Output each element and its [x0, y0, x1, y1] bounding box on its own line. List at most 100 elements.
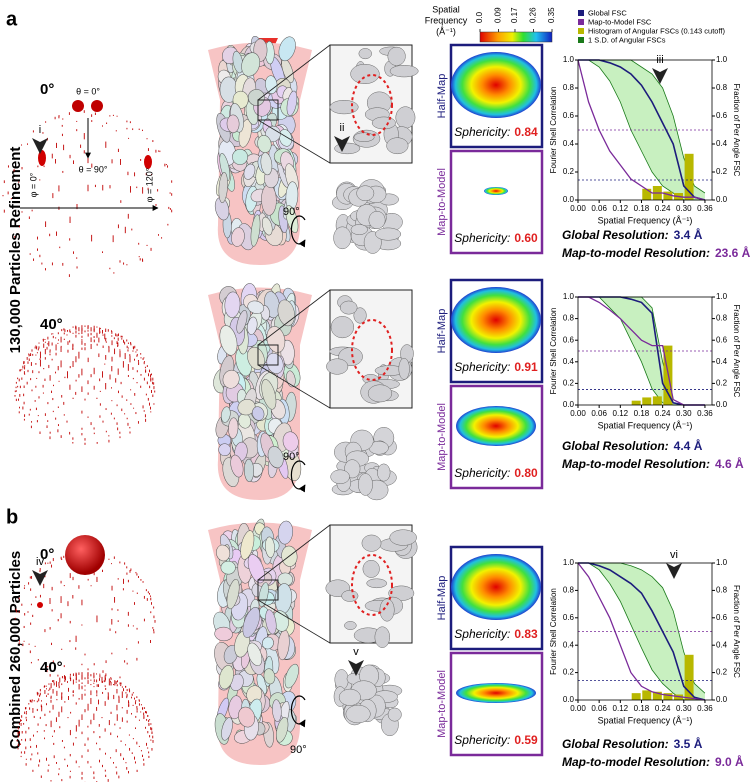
legend-swatch — [578, 10, 584, 16]
y2-tick-label: 0.8 — [716, 83, 728, 92]
density-lobe — [221, 717, 233, 741]
orientation-label: θ = 90° — [79, 164, 108, 174]
y2-axis-label: Fraction of Per Angle FSC — [732, 305, 741, 398]
fsc-heatmap — [451, 287, 541, 353]
orientation-cluster — [144, 155, 152, 169]
density-lobe — [214, 626, 233, 642]
colorbar-title: Frequency — [425, 15, 468, 25]
zoom-line — [257, 119, 331, 164]
y-tick-label: 0.0 — [563, 695, 575, 704]
sphericity-label: Sphericity: — [454, 125, 510, 139]
zoom-box — [257, 579, 279, 601]
x-tick-label: 0.36 — [697, 204, 713, 213]
histogram-bar — [684, 153, 694, 200]
inset-lobe — [341, 590, 359, 602]
resolution-value: 9.0 Å — [715, 754, 744, 769]
density-lobe — [286, 90, 298, 116]
side-view-lobe — [356, 185, 375, 201]
sphericity-label: Sphericity: — [454, 231, 510, 245]
density-lobe — [240, 530, 255, 560]
angular-distribution — [2, 110, 173, 277]
callout: i — [39, 124, 41, 136]
x-tick-label: 0.30 — [676, 204, 692, 213]
y2-tick-label: 0.0 — [716, 400, 728, 409]
resolution-value: 4.4 Å — [674, 438, 703, 453]
y-tick-label: 0.8 — [563, 314, 575, 323]
histogram-bar — [652, 396, 662, 405]
resolution-label: Map-to-model Resolution: — [562, 457, 710, 471]
density-lobe — [244, 458, 254, 482]
sphericity: Sphericity: 0.59 — [454, 733, 538, 747]
inset-lobe — [339, 300, 358, 315]
x-tick-label: 0.06 — [591, 204, 607, 213]
sphericity-value: 0.80 — [514, 466, 538, 480]
colorbar-title: Spatial — [432, 4, 460, 14]
sphericity-value: 0.59 — [514, 733, 538, 747]
density-lobe — [220, 560, 236, 575]
zoom-box — [257, 344, 279, 366]
x-tick-label: 0.30 — [676, 704, 692, 713]
legend-label: 1 S.D. of Angular FSCs — [588, 35, 666, 44]
histogram-bar — [663, 191, 673, 200]
orientation-cluster — [65, 535, 105, 575]
orientation-cluster — [72, 100, 84, 112]
density-lobe — [272, 699, 282, 722]
legend-swatch — [578, 37, 584, 43]
region-marker — [351, 74, 393, 136]
density-lobe — [284, 663, 299, 689]
y-tick-label: 0.4 — [563, 139, 575, 148]
inset-lobe — [398, 357, 410, 380]
x-tick-label: 0.12 — [613, 704, 629, 713]
y-tick-label: 0.6 — [563, 111, 575, 120]
density-lobe — [242, 606, 261, 638]
colorbar-tick-label: 0.35 — [547, 7, 556, 23]
resolution-value: 4.6 Å — [715, 456, 744, 471]
orientation-label: φ = 0° — [28, 172, 38, 197]
density-lobe — [277, 520, 294, 545]
angular-distribution — [14, 325, 156, 445]
side-view-lobe — [345, 704, 371, 724]
y2-tick-label: 0.8 — [716, 586, 728, 595]
inset-lobe — [366, 578, 388, 589]
histogram-bar — [631, 693, 641, 700]
rotation-arrow — [290, 695, 306, 728]
box-label: Half-Map — [436, 309, 448, 354]
inset-lobe — [379, 598, 395, 622]
resolution-label: Global Resolution: — [562, 228, 669, 242]
x-tick-label: 0.00 — [570, 409, 586, 418]
y2-tick-label: 0.2 — [716, 668, 728, 677]
global-resolution: Global Resolution: 3.5 Å — [562, 736, 703, 751]
fsc-plot: 0.0 0.0 0.2 0.2 0.4 0.4 0.6 0.6 0.8 0.8 1.0 1.0 0.00… — [549, 55, 741, 225]
map-to-model-resolution: Map-to-model Resolution: 4.6 Å — [562, 456, 744, 471]
plot-frame — [577, 296, 713, 406]
sd-band — [578, 297, 705, 405]
histogram-bar — [642, 397, 652, 405]
y-tick-label: 0.0 — [563, 195, 575, 204]
legend-label: Map-to-Model FSC — [588, 17, 652, 26]
callout-arrow — [32, 570, 48, 586]
density-lobe — [219, 325, 238, 356]
callout-arrow — [334, 136, 350, 152]
orientation-label: φ = 120° — [144, 167, 154, 202]
density-lobe — [247, 300, 265, 314]
density-lobe — [232, 149, 248, 165]
sphericity: Sphericity: 0.84 — [454, 125, 538, 139]
density-lobe — [228, 417, 239, 439]
histogram-bar — [684, 654, 694, 700]
y2-tick-label: 0.0 — [716, 195, 728, 204]
y2-tick-label: 0.8 — [716, 314, 728, 323]
density-lobe — [285, 205, 299, 234]
density-lobe — [265, 536, 275, 558]
colorbar-tick-label: 0.0 — [475, 11, 484, 23]
y2-tick-label: 1.0 — [716, 292, 728, 301]
callout-arrow — [348, 660, 364, 676]
density-lobe — [226, 579, 240, 610]
resolution-value: 3.5 Å — [674, 736, 703, 751]
x-tick-label: 0.18 — [634, 204, 650, 213]
orientation-label: θ = 0° — [76, 86, 100, 96]
callout-arrow — [32, 138, 48, 154]
region-marker — [351, 319, 393, 381]
sd-band — [578, 60, 705, 200]
inset-lobe — [330, 316, 355, 339]
inset-lobe — [361, 534, 382, 552]
